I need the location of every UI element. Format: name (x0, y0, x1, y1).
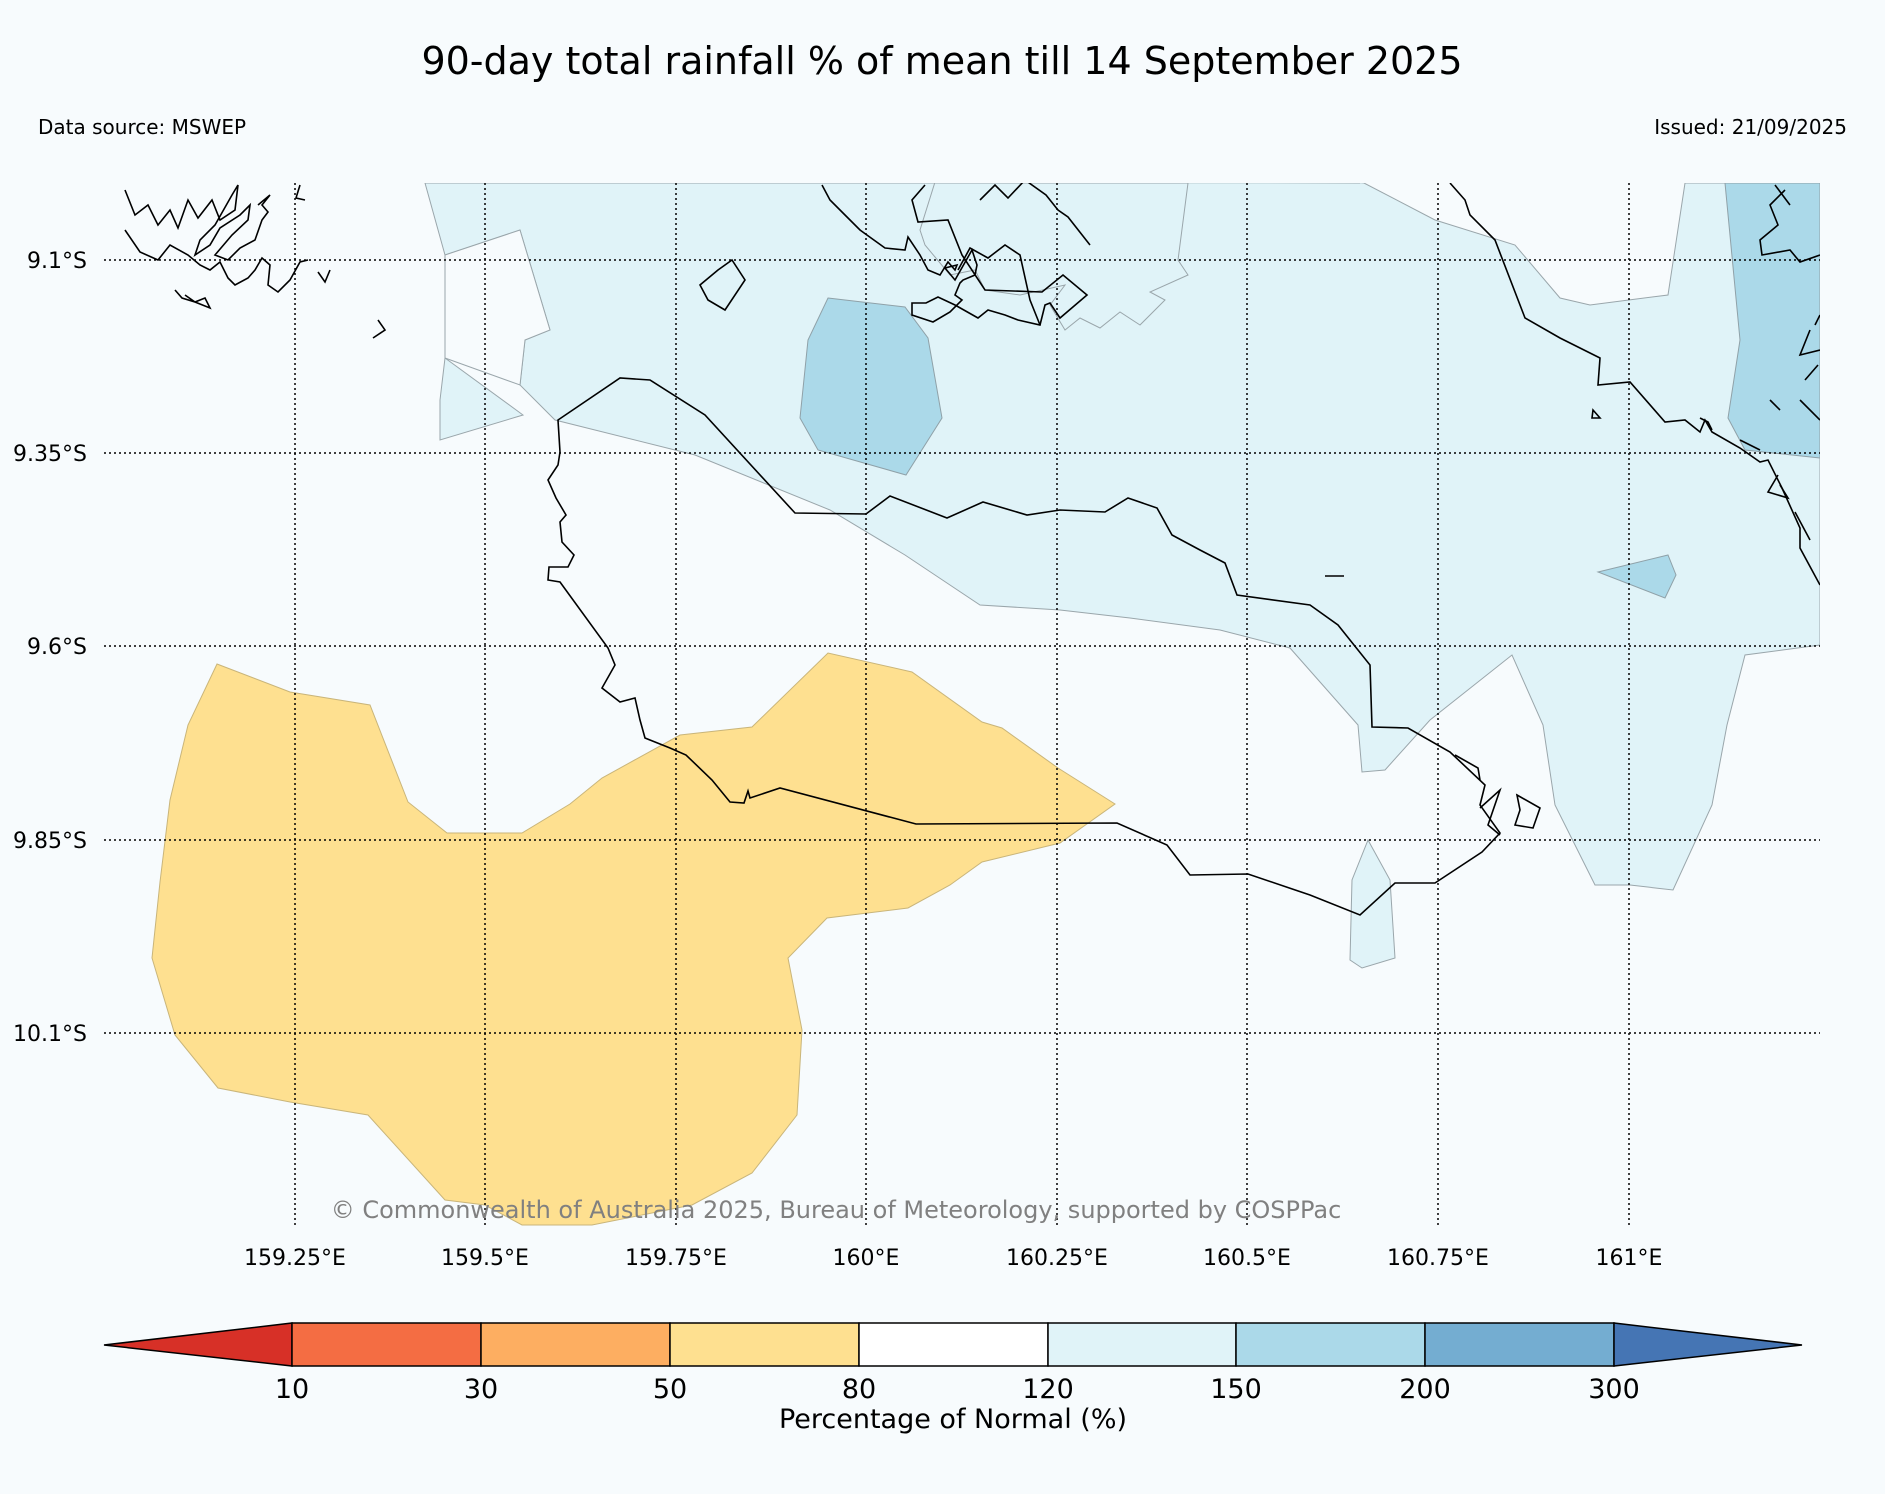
colorbar-tick: 120 (1022, 1374, 1074, 1405)
colorbar-segment-80-120 (858, 1322, 1049, 1367)
map-panel: © Commonwealth of Australia 2025, Bureau… (104, 183, 1820, 1228)
florida-islands-coastline (821, 184, 1089, 326)
colorbar-segment-30-50 (480, 1322, 671, 1367)
lat-label: 9.6°S (27, 635, 87, 660)
colorbar-tick: 30 (464, 1374, 498, 1405)
lon-label: 160.5°E (1203, 1246, 1291, 1271)
colorbar-segment-above-300 (1613, 1322, 1803, 1367)
colorbar-segment-200-300 (1424, 1322, 1615, 1367)
latitude-labels: 9.1°S 9.35°S 9.6°S 9.85°S 10.1°S (13, 249, 87, 1047)
lon-label: 159.25°E (244, 1246, 346, 1271)
rainfall-zone-80-120-pockets (444, 229, 551, 386)
colorbar-tick: 10 (275, 1374, 309, 1405)
colorbar-label: Percentage of Normal (%) (779, 1404, 1127, 1435)
map-title: 90-day total rainfall % of mean till 14 … (421, 39, 1462, 83)
lat-label: 10.1°S (13, 1022, 87, 1047)
rainfall-zone-120-150 (424, 183, 1820, 969)
rainfall-zone-150-200 (799, 183, 1820, 599)
colorbar-tick: 200 (1399, 1374, 1451, 1405)
colorbar-segment-50-80 (669, 1322, 860, 1367)
copyright-notice: © Commonwealth of Australia 2025, Bureau… (331, 1196, 1342, 1224)
lat-label: 9.35°S (13, 442, 87, 467)
lon-label: 159.75°E (625, 1246, 727, 1271)
colorbar-segment-10-30 (291, 1322, 482, 1367)
lon-label: 160.25°E (1006, 1246, 1108, 1271)
issued-date-label: Issued: 21/09/2025 (1654, 115, 1847, 139)
northwest-islands-coastline (124, 184, 271, 261)
colorbar-ticks: 10 30 50 80 120 150 200 300 (275, 1374, 1640, 1405)
lon-label: 160°E (833, 1246, 900, 1271)
colorbar (103, 1322, 1803, 1367)
guadalcanal-coastline (547, 377, 1502, 916)
colorbar-segment-below-10 (103, 1322, 293, 1367)
malaita-coastline (1449, 183, 1820, 586)
data-source-label: Data source: MSWEP (38, 115, 246, 139)
coastlines (124, 183, 1820, 916)
colorbar-tick: 150 (1210, 1374, 1262, 1405)
lon-label: 159.5°E (441, 1246, 529, 1271)
rainfall-zone-50-80 (151, 652, 1116, 1226)
graticule (104, 183, 1820, 1228)
lon-label: 160.75°E (1387, 1246, 1489, 1271)
colorbar-segment-150-200 (1235, 1322, 1426, 1367)
lon-label: 161°E (1596, 1246, 1663, 1271)
colorbar-tick: 300 (1588, 1374, 1640, 1405)
colorbar-tick: 80 (842, 1374, 876, 1405)
lat-label: 9.85°S (13, 829, 87, 854)
colorbar-segment-120-150 (1047, 1322, 1237, 1367)
colorbar-tick: 50 (653, 1374, 687, 1405)
longitude-labels: 159.25°E 159.5°E 159.75°E 160°E 160.25°E… (244, 1246, 1662, 1271)
lat-label: 9.1°S (27, 249, 87, 274)
